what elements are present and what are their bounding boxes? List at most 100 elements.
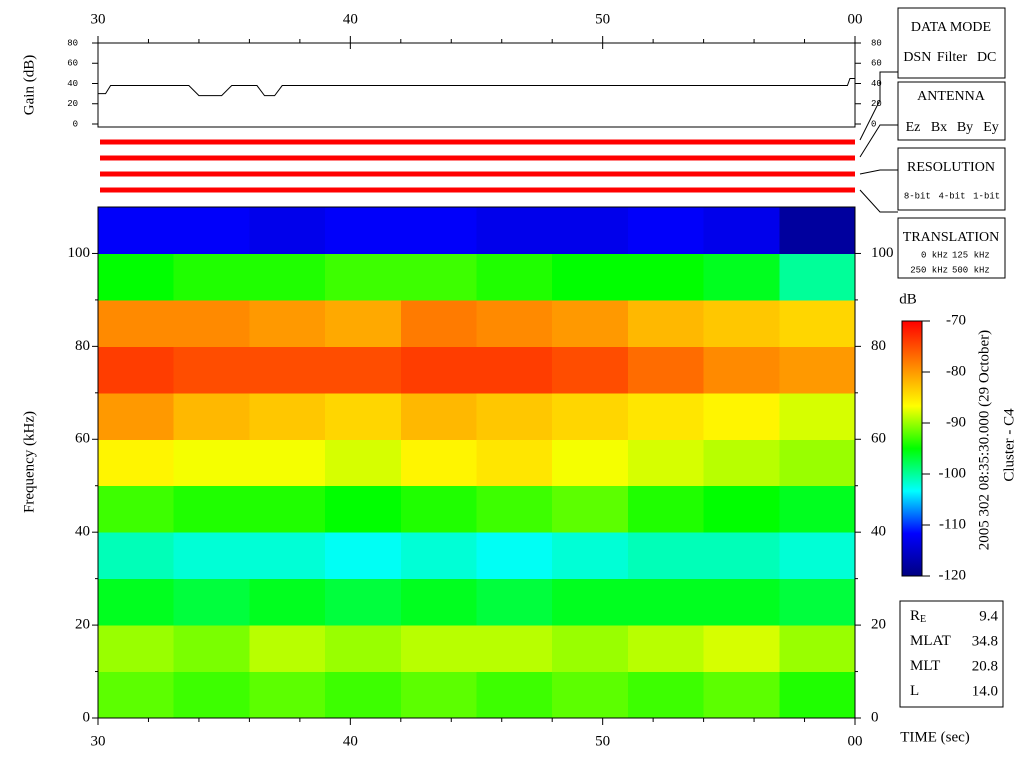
heat-cell [98,253,175,301]
heat-cell [400,578,477,626]
y-tick-label-right: 40 [871,524,886,540]
info-label: MLAT [910,633,951,649]
heat-cell [173,299,250,347]
heat-cell [98,671,175,719]
heat-cell [325,671,402,719]
gain-frame [97,42,856,128]
heat-cell [325,625,402,673]
heat-cell [249,346,326,394]
gain-tick-label: 60 [67,59,78,69]
heat-cell [98,532,175,580]
y-tick-label: 80 [75,338,90,354]
heat-cell [703,578,780,626]
panel-item: DC [977,50,996,65]
heat-cell [779,253,856,301]
heat-cell [779,625,856,673]
heat-cell [703,392,780,440]
y-tick-label-right: 0 [871,709,879,725]
heat-cell [173,346,250,394]
heat-cell [98,625,175,673]
y-tick-label: 0 [83,709,91,725]
info-value: 34.8 [972,633,998,649]
heat-cell [476,532,553,580]
info-label-sub: E [920,614,926,625]
gain-tick-label-right: 60 [871,59,882,69]
x-tick-label: 30 [91,733,106,749]
heat-cell [627,253,705,301]
heat-cell [552,392,629,440]
colorbar-tick-label: -80 [946,363,966,379]
panel-title: TRANSLATION [903,230,999,245]
heat-cell [325,392,402,440]
y-tick-label: 100 [68,245,91,261]
heat-cell [249,625,326,673]
heat-cell [173,625,250,673]
panel-item: Ez [906,120,921,135]
heat-cell [476,392,553,440]
heat-cell [325,346,402,394]
heat-cell [552,207,629,254]
heat-cell [552,299,629,347]
panel-item: 0 kHz [921,250,948,260]
heat-cell [173,578,250,626]
heat-cell [98,392,175,440]
heat-cell [627,671,705,719]
y-tick-label: 60 [75,431,90,447]
heat-cell [325,207,402,254]
x-tick-label: 50 [595,733,610,749]
heat-cell [703,485,780,533]
panel-title: ANTENNA [917,89,986,104]
heat-cell [627,578,705,626]
heat-cell [98,439,175,487]
x-tick-label-top: 40 [343,11,358,27]
heat-cell [400,299,477,347]
info-value: 20.8 [972,658,998,674]
heat-cell [325,439,402,487]
heat-cell [98,207,175,254]
heat-cell [703,625,780,673]
heat-cell [627,392,705,440]
colorbar [901,320,923,577]
y-tick-label-right: 80 [871,338,886,354]
heat-cell [400,485,477,533]
panel-title: RESOLUTION [907,160,995,175]
heat-cell [400,625,477,673]
y-tick-label-right: 100 [871,245,894,261]
plot-frame [97,206,856,719]
heat-cell [703,439,780,487]
heat-cell [476,625,553,673]
heat-cell [703,207,780,254]
gain-tick-label-right: 80 [871,38,882,48]
panel-item: 1-bit [973,191,1000,201]
colorbar-tick-label: -90 [946,414,966,430]
heat-cell [627,299,705,347]
info-label: RE [910,608,926,625]
panel-item: 125 kHz [952,250,990,260]
panel-item: 500 kHz [952,265,990,275]
colorbar-label: dB [899,291,917,307]
x-tick-label-top: 00 [848,11,863,27]
info-value: 14.0 [972,683,998,699]
heat-cell [400,207,477,254]
heat-cell [400,346,477,394]
heat-cell [627,346,705,394]
panel-box [897,7,1006,79]
heat-cell [249,253,326,301]
heat-cell [552,439,629,487]
gain-tick-label-right: 0 [871,119,876,129]
heat-cell [325,253,402,301]
heat-cell [476,299,553,347]
panel-item: Bx [931,120,947,135]
colorbar-tick-label: -120 [939,567,967,583]
heat-cell [476,207,553,254]
gain-tick-label: 40 [67,79,78,89]
panel-title: DATA MODE [911,20,991,35]
heat-cell [400,253,477,301]
y-axis-label: Frequency (kHz) [21,411,37,513]
heat-cell [779,578,856,626]
heat-cell [476,439,553,487]
heat-cell [249,299,326,347]
heat-cell [779,346,856,394]
connector [859,169,898,175]
heat-cell [325,485,402,533]
